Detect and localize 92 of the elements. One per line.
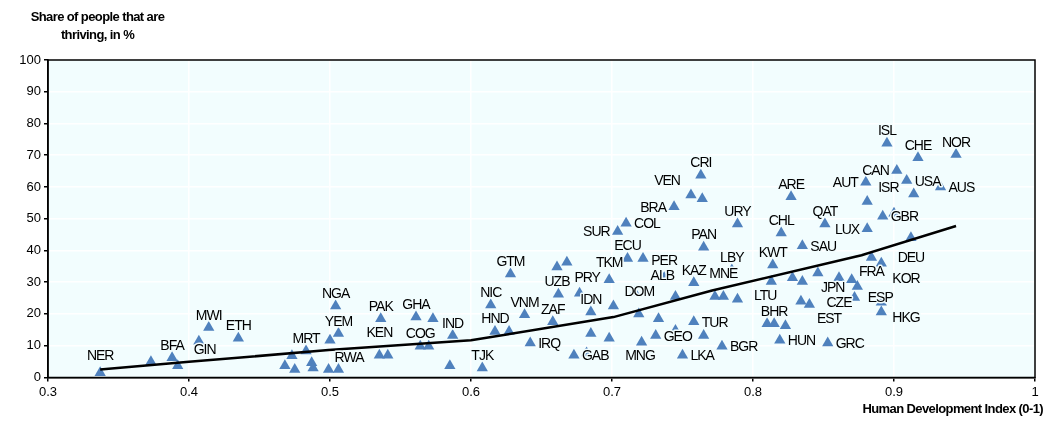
annotation: DOM [624,283,655,300]
annotation: ISR [878,179,900,196]
annotation: DEU [897,248,926,265]
y-tick-label: 60 [26,178,41,194]
annotation: URY [724,203,753,220]
annotation: FRA [858,263,886,280]
annotation: GRC [835,335,865,352]
annotation: CAN [862,162,889,179]
x-tick-label: 0.3 [38,383,58,399]
y-tick-label: 90 [26,83,41,99]
annotation: MRT [292,330,322,347]
annotation: GAB [581,347,610,364]
annotation: MWI [195,306,222,323]
annotation: KOR [892,269,921,286]
annotation: VEN [654,172,680,189]
annotation: AUT [832,174,860,191]
annotation: NIC [480,284,503,301]
annotation: VNM [510,293,539,310]
annotation: SAU [810,237,838,254]
annotation: HUN [787,332,816,349]
x-tick-label: 0.8 [743,383,763,399]
annotation: IDN [580,291,602,308]
x-tick-label: 0.9 [884,383,904,399]
annotation: BGR [729,338,759,355]
annotation: PRY [574,269,602,286]
annotation: YEM [324,312,353,329]
annotation: HND [481,310,510,327]
y-tick-label: 70 [26,146,41,162]
y-tick-label: 20 [26,305,41,321]
annotation: BRA [640,198,668,215]
annotation: TJK [471,346,495,363]
y-tick-label: 100 [19,51,41,67]
annotation: USA [914,172,943,189]
annotation: HKG [892,308,920,325]
annotation: UZB [544,272,571,289]
x-tick-label: 1 [1031,383,1039,399]
annotation: RWA [334,349,366,366]
annotation: GEO [663,327,693,344]
annotation: LBY [720,249,746,266]
x-tick-label: 0.4 [179,383,199,399]
annotation: BFA [160,336,186,353]
annotation: JPN [820,278,845,295]
annotation: EST [816,310,843,327]
annotation: ISL [877,122,898,139]
annotation: NGA [321,284,351,301]
annotation: CHE [904,136,932,153]
annotation: GTM [496,252,525,269]
x-tick-label: 0.6 [461,383,481,399]
annotation: ECU [614,237,642,254]
annotation: NOR [941,133,971,150]
annotation: GIN [193,340,216,357]
annotation: PAN [691,226,717,243]
x-tick-label: 0.7 [602,383,622,399]
annotation: IRQ [538,335,562,352]
annotation: MNE [709,265,739,282]
annotation: COL [634,215,662,232]
annotation: CZE [826,293,853,310]
annotation: SUR [583,223,611,240]
x-tick-label: 0.5 [320,383,340,399]
annotation: IND [442,314,465,331]
annotation: KWT [758,244,789,261]
annotation: AUS [948,178,975,195]
annotation: ETH [225,317,251,334]
x-axis-title: Human Development Index (0-1) [862,401,1043,416]
annotation: LUX [834,220,861,237]
annotation: PAK [368,297,395,314]
annotation: TKM [595,253,623,270]
annotation: CRI [690,154,712,171]
annotation: GHA [402,296,432,313]
y-tick-label: 30 [26,273,41,289]
annotation: LTU [754,286,778,303]
annotation: ARE [778,175,805,192]
annotation: KEN [366,324,393,341]
annotation: COG [405,325,435,342]
annotation: QAT [812,203,839,220]
y-tick-label: 50 [26,210,41,226]
y-tick-label: 10 [26,337,41,353]
annotation: GBR [890,208,919,225]
annotation: ESP [867,288,894,305]
annotation: KAZ [681,261,708,278]
y-tick-label: 80 [26,115,41,131]
annotation: ZAF [541,300,565,317]
y-tick-label: 40 [26,242,41,258]
annotation: CHL [768,211,795,228]
annotation: BHR [760,302,789,319]
annotation: PER [651,251,678,268]
y-axis-title: Share of people that are thriving, in % [29,8,166,44]
y-tick-label: 0 [33,368,41,384]
annotation: TUR [701,313,729,330]
annotation: MNG [625,347,655,364]
annotation: NER [86,346,115,363]
annotation: LKA [690,347,716,364]
